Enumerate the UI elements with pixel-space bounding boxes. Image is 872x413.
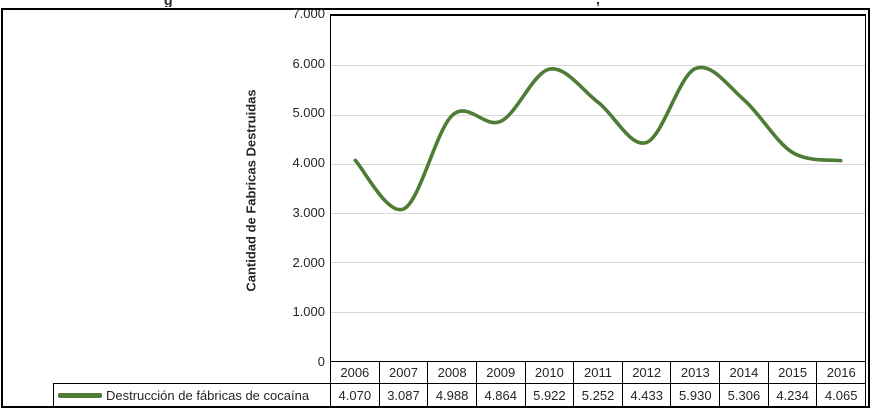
data-table-values-row: Destrucción de fábricas de cocaína 4.070… bbox=[53, 383, 866, 407]
value-cell: 4.070 bbox=[330, 384, 379, 406]
year-cell: 2014 bbox=[719, 362, 768, 383]
y-tick-label: 1.000 bbox=[292, 304, 325, 320]
gridline bbox=[331, 164, 865, 165]
value-cell: 4.065 bbox=[816, 384, 865, 406]
series-line bbox=[353, 65, 843, 212]
y-tick-label: 5.000 bbox=[292, 105, 325, 121]
year-cell: 2009 bbox=[475, 362, 525, 383]
y-tick-label: 7.000 bbox=[292, 6, 325, 21]
cutoff-title-fragment-right: , bbox=[596, 0, 606, 7]
value-cell: 5.306 bbox=[719, 384, 768, 406]
legend-line-swatch bbox=[58, 392, 102, 398]
value-cell: 4.864 bbox=[475, 384, 525, 406]
value-cell: 4.234 bbox=[767, 384, 817, 406]
year-cell: 2007 bbox=[378, 362, 428, 383]
value-cell: 5.930 bbox=[670, 384, 719, 406]
year-cell: 2010 bbox=[524, 362, 574, 383]
legend-series-label: Destrucción de fábricas de cocaína bbox=[106, 387, 310, 403]
year-cell: 2015 bbox=[767, 362, 817, 383]
y-tick-label: 2.000 bbox=[292, 254, 325, 270]
gridline bbox=[331, 312, 865, 313]
y-tick-label: 4.000 bbox=[292, 155, 325, 171]
value-cell: 5.252 bbox=[573, 384, 622, 406]
year-cell: 2013 bbox=[670, 362, 719, 383]
gridline bbox=[331, 65, 865, 66]
value-cell: 5.922 bbox=[524, 384, 574, 406]
gridline bbox=[331, 262, 865, 263]
year-cell: 2016 bbox=[816, 362, 865, 383]
year-cell: 2011 bbox=[573, 362, 622, 383]
value-cell: 4.433 bbox=[621, 384, 671, 406]
gridline bbox=[331, 115, 865, 116]
y-tick-label: 0 bbox=[317, 354, 325, 369]
y-tick-label: 6.000 bbox=[292, 55, 325, 71]
year-cell: 2012 bbox=[621, 362, 671, 383]
legend-cell: Destrucción de fábricas de cocaína bbox=[54, 384, 330, 406]
series-line-chart bbox=[353, 65, 843, 212]
x-axis-year-header-row: 2006 2007 2008 2009 2010 2011 2012 2013 2014 2015… bbox=[330, 362, 866, 383]
gridline bbox=[331, 213, 865, 214]
value-cell: 4.988 bbox=[427, 384, 476, 406]
y-axis-title: Cantidad de Fabricas Destruidas bbox=[243, 89, 259, 292]
year-cell: 2006 bbox=[330, 362, 379, 383]
y-tick-label: 3.000 bbox=[292, 204, 325, 220]
cutoff-title-fragment-left: g bbox=[164, 0, 180, 7]
value-cell: 3.087 bbox=[378, 384, 428, 406]
year-cell: 2008 bbox=[427, 362, 476, 383]
plot-area bbox=[330, 14, 866, 362]
